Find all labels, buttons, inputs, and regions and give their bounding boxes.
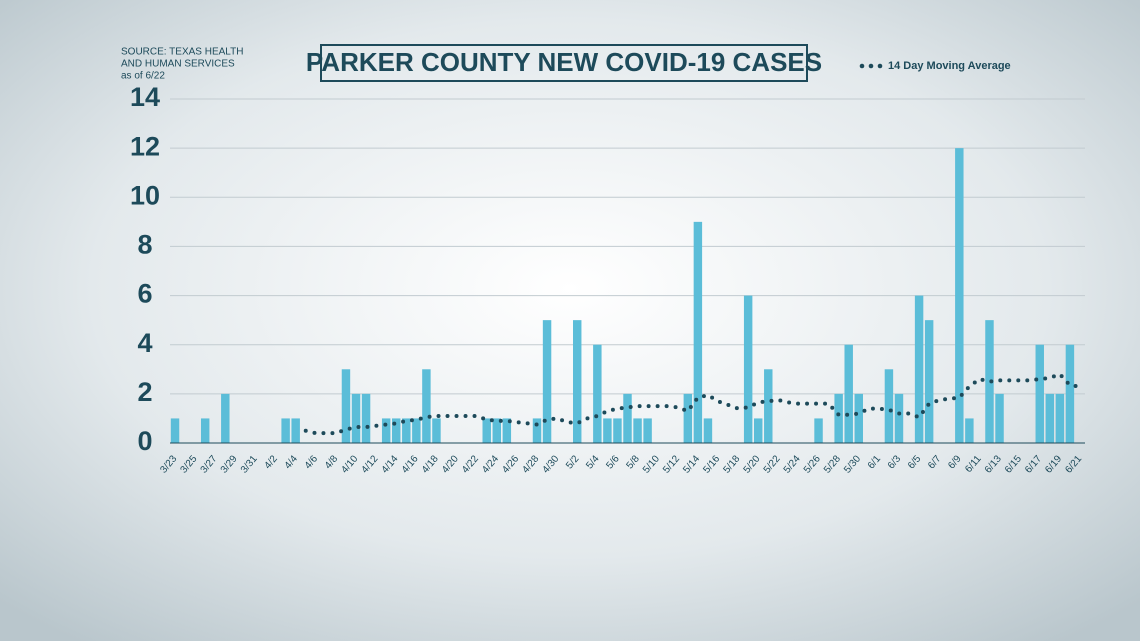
chart-title: PARKER COUNTY NEW COVID-19 CASES [306,47,822,77]
title-box [320,44,808,82]
bar [743,295,753,443]
bar [542,320,552,443]
source-line: as of 6/22 [121,71,165,82]
bar [291,418,300,443]
bar [995,393,1004,443]
legend: 14 Day Moving Average [859,60,1011,72]
bar [693,221,703,443]
bar [753,418,763,443]
bar [593,344,602,443]
legend-dot [868,63,874,69]
bar [955,148,964,443]
source-line: SOURCE: TEXAS HEALTH [121,47,243,58]
bar [834,393,843,443]
bar [643,418,652,443]
bar [884,369,894,443]
y-tick-label: 2 [137,377,152,407]
bar [914,295,924,443]
y-tick-label: 8 [137,230,152,260]
bar [422,369,431,443]
bar [170,418,180,443]
bar [965,418,974,443]
bar [1045,393,1055,443]
bar [924,320,934,443]
bar [432,418,441,443]
bar [894,393,904,443]
bar [492,418,502,443]
bar [764,369,773,443]
bar [361,393,371,443]
bar [683,393,693,443]
bar [844,344,853,443]
bar [221,393,230,443]
bar [412,418,421,443]
bar [1055,393,1065,443]
bar [814,418,823,443]
source-line: AND HUMAN SERVICES [121,59,235,70]
bar [381,418,391,443]
legend-dot [859,63,865,69]
bar [351,393,361,443]
bar [402,418,411,443]
bar [623,393,632,443]
bar [1035,344,1044,443]
bar [502,418,512,443]
bar [1065,344,1075,443]
bar [532,418,542,443]
bar [482,418,491,443]
bar [341,369,351,443]
bar [392,418,401,443]
bar [200,418,210,443]
bar [613,418,622,443]
bar [573,320,582,443]
bar [703,418,713,443]
y-tick-label: 10 [130,180,160,210]
legend-dot [877,63,883,69]
bar [281,418,290,443]
y-tick-label: 14 [130,82,160,112]
y-tick-label: 0 [137,426,152,456]
bar [633,418,642,443]
bar [854,393,863,443]
bar [603,418,612,443]
y-tick-label: 4 [137,328,152,358]
y-tick-label: 12 [130,131,160,161]
y-tick-label: 6 [137,279,152,309]
legend-label: 14 Day Moving Average [888,60,1011,72]
